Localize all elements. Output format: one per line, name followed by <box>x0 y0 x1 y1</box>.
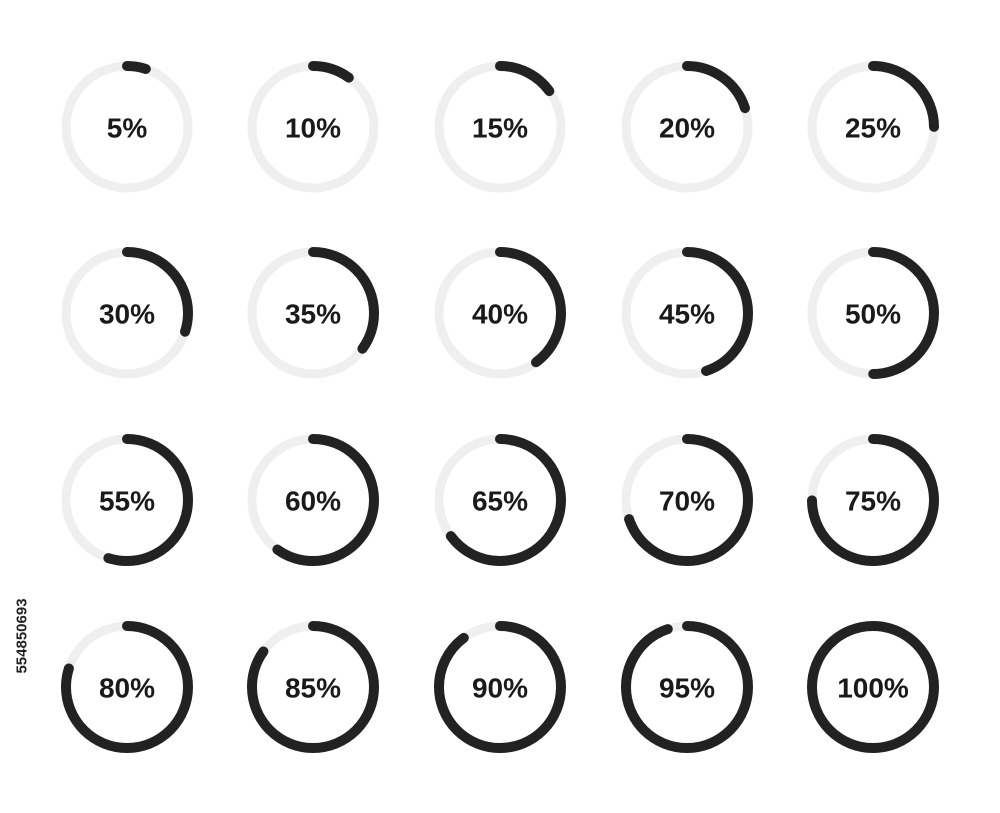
ring-label: 90% <box>472 673 528 704</box>
ring-label: 5% <box>107 113 148 144</box>
ring-label: 85% <box>285 673 341 704</box>
ring-progress <box>807 61 939 193</box>
ring-label: 35% <box>285 299 341 330</box>
ring-label: 50% <box>845 299 901 330</box>
ring-label: 65% <box>472 486 528 517</box>
ring-label: 70% <box>659 486 715 517</box>
ring-progress <box>434 621 566 753</box>
ring-label: 100% <box>837 673 909 704</box>
ring-progress <box>61 61 193 193</box>
ring-label: 75% <box>845 486 901 517</box>
ring-progress <box>434 434 566 566</box>
ring-label: 30% <box>99 299 155 330</box>
ring-progress <box>61 247 193 379</box>
ring-label: 15% <box>472 113 528 144</box>
ring-label: 25% <box>845 113 901 144</box>
ring-label: 80% <box>99 673 155 704</box>
ring-label: 60% <box>285 486 341 517</box>
ring-label: 10% <box>285 113 341 144</box>
ring-progress <box>621 434 753 566</box>
ring-progress <box>621 621 753 753</box>
ring-label: 95% <box>659 673 715 704</box>
ring-progress <box>621 247 753 379</box>
ring-progress <box>807 434 939 566</box>
ring-label: 45% <box>659 299 715 330</box>
ring-progress <box>807 247 939 379</box>
ring-label: 20% <box>659 113 715 144</box>
ring-progress <box>247 434 379 566</box>
ring-progress <box>434 247 566 379</box>
ring-progress <box>247 61 379 193</box>
ring-progress <box>61 434 193 566</box>
ring-progress <box>61 621 193 753</box>
side-id: 554850693 <box>14 598 31 673</box>
ring-progress <box>247 247 379 379</box>
ring-progress <box>621 61 753 193</box>
ring-progress <box>247 621 379 753</box>
ring-progress <box>807 621 939 753</box>
ring-progress <box>434 61 566 193</box>
ring-label: 55% <box>99 486 155 517</box>
ring-label: 40% <box>472 299 528 330</box>
